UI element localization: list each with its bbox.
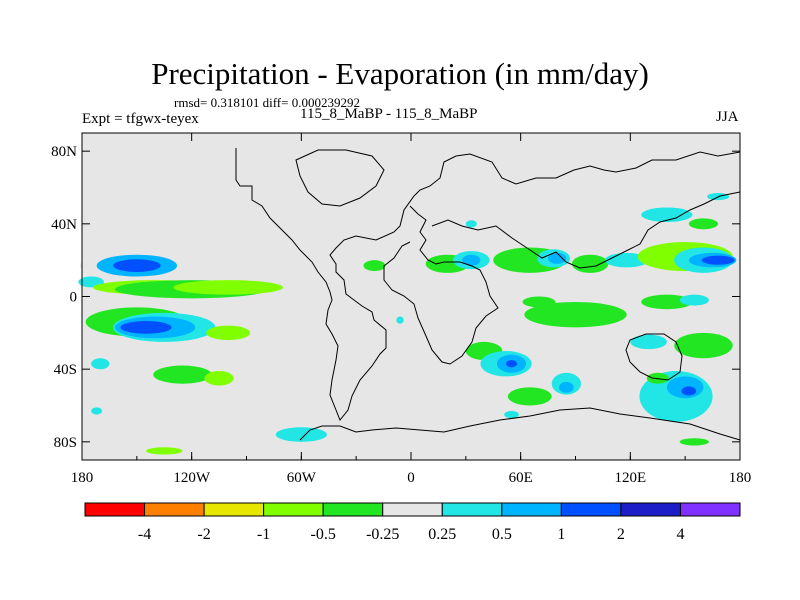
x-tick-label-6: 180 <box>729 470 752 486</box>
y-tick-label-1: 40N <box>51 217 77 233</box>
colorbar-box-8 <box>560 502 622 517</box>
contour-region-16 <box>275 427 327 442</box>
case-label: 115_8_MaBP - 115_8_MaBP <box>300 106 478 122</box>
contour-region-10 <box>120 321 172 334</box>
contour-region-33 <box>465 220 477 228</box>
colorbar-label-0: -4 <box>138 526 151 543</box>
season-label: JJA <box>716 109 739 125</box>
x-tick-label-3: 0 <box>407 470 415 486</box>
y-tick-label-0: 80N <box>51 144 77 160</box>
coastline-eurasia-africa <box>383 205 499 365</box>
contour-region-20 <box>462 254 481 266</box>
contour-region-23 <box>548 252 567 264</box>
colorbar-box-5 <box>382 502 443 517</box>
contour-region-15 <box>91 407 103 415</box>
contour-region-31 <box>688 218 719 230</box>
colorbar-box-2 <box>203 502 265 517</box>
x-tick-label-0: 180 <box>71 470 94 486</box>
colorbar-label-9: 4 <box>676 526 684 543</box>
contour-region-14 <box>91 358 110 370</box>
contour-region-49 <box>681 386 697 396</box>
contour-region-38 <box>674 332 733 359</box>
colorbar-box-9 <box>620 502 681 517</box>
colorbar-label-8: 2 <box>617 526 625 543</box>
contour-region-30 <box>641 207 693 223</box>
colorbar-box-3 <box>263 502 324 517</box>
colorbar-label-3: -0.5 <box>311 526 336 543</box>
coastline-australia <box>625 333 683 381</box>
contour-region-6 <box>173 280 284 295</box>
colorbar-box-6 <box>441 502 503 517</box>
coastline-asia <box>431 191 741 269</box>
stats-line: rmsd= 0.318101 diff= 0.000239292 <box>174 95 360 110</box>
chart-title: Precipitation - Evaporation (in mm/day) <box>151 56 649 91</box>
map-area <box>78 133 740 460</box>
contour-region-46 <box>559 381 574 393</box>
contour-region-17 <box>145 447 183 455</box>
colorbar-label-7: 1 <box>557 526 565 543</box>
experiment-label: Expt = tfgwx-teyex <box>82 111 199 127</box>
contour-region-35 <box>522 296 556 308</box>
x-tick-label-1: 120W <box>173 470 211 486</box>
contour-region-36 <box>641 294 693 310</box>
x-tick-label-2: 60W <box>287 470 317 486</box>
coastline-americas <box>235 148 741 421</box>
contour-region-39 <box>630 334 667 350</box>
axes: 180 120W 60W 0 60E 120E 180 80N 40N 0 40S 80S <box>51 133 751 486</box>
contour-region-12 <box>153 365 212 384</box>
contour-region-54 <box>396 316 404 324</box>
contour-region-52 <box>504 410 519 419</box>
colorbar-box-7 <box>501 502 562 517</box>
contour-region-24 <box>571 254 609 273</box>
contour-region-2 <box>113 259 161 272</box>
colorbar-label-2: -1 <box>257 526 270 543</box>
colorbar-label-4: -0.25 <box>366 526 399 543</box>
contour-region-11 <box>206 325 251 341</box>
y-tick-label-3: 40S <box>54 362 77 378</box>
colorbar-box-4 <box>322 502 384 517</box>
colorbar-box-10 <box>679 502 741 517</box>
contour-region-13 <box>204 370 234 386</box>
colorbar-box-1 <box>144 502 205 517</box>
contour-region-51 <box>679 438 709 446</box>
y-tick-label-4: 80S <box>54 435 77 451</box>
contour-region-53 <box>363 260 386 272</box>
coastlines <box>235 148 741 441</box>
colorbar-label-1: -2 <box>197 526 210 543</box>
contour-region-29 <box>701 255 735 265</box>
coastline-antarctica <box>299 407 741 441</box>
contour-region-34 <box>524 301 627 328</box>
contour-region-43 <box>506 360 518 368</box>
colorbar-box-0 <box>84 502 146 517</box>
colorbar-label-5: 0.25 <box>428 526 456 543</box>
x-tick-label-5: 120E <box>614 470 646 486</box>
contour-region-37 <box>679 294 709 306</box>
coastline-greenland <box>295 149 385 207</box>
colorbar-label-6: 0.5 <box>492 526 512 543</box>
contour-region-44 <box>507 387 552 406</box>
colorbar: -4 -2 -1 -0.5 -0.25 0.25 0.5 1 2 4 <box>84 502 741 543</box>
y-tick-label-2: 0 <box>70 290 78 306</box>
x-tick-label-4: 60E <box>509 470 533 486</box>
